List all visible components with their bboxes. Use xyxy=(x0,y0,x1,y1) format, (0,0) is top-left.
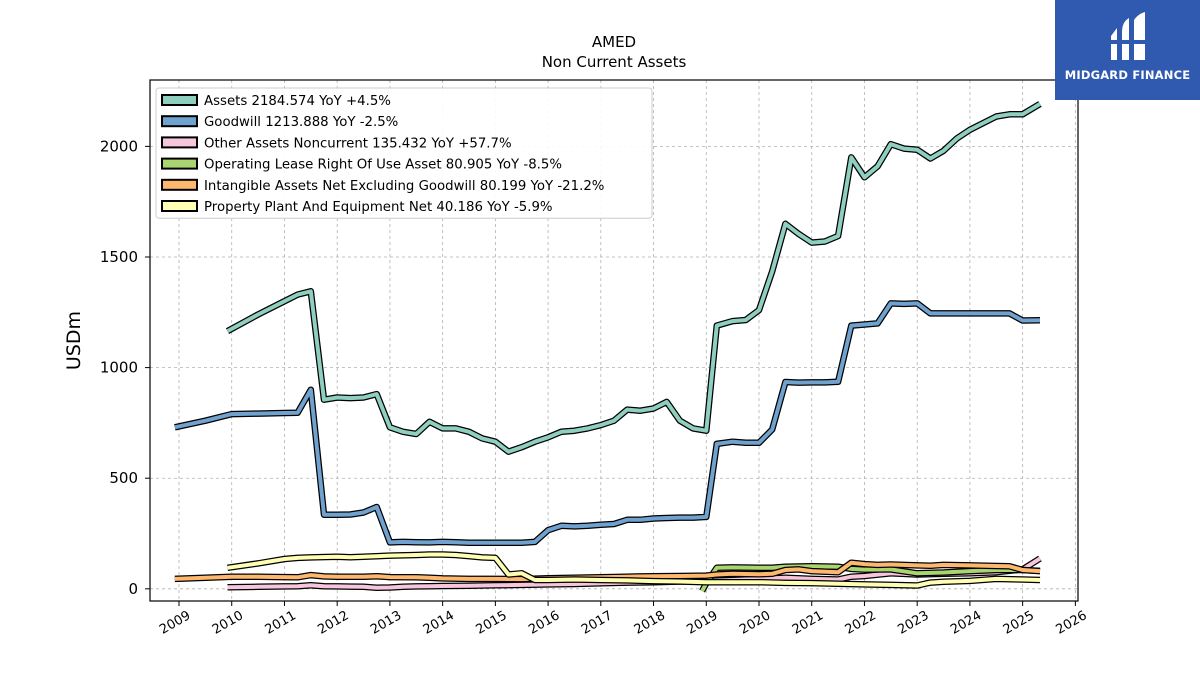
y-axis-label: USDm xyxy=(63,311,85,370)
x-tick-label: 2017 xyxy=(579,608,615,638)
x-tick-label: 2013 xyxy=(368,608,404,638)
series-line-3 xyxy=(227,556,1042,590)
chart-title: AMED xyxy=(592,33,636,51)
brand-name: MIDGARD FINANCE xyxy=(1064,68,1191,82)
legend-swatch xyxy=(161,157,198,170)
legend-swatch xyxy=(161,115,198,128)
legend-swatch xyxy=(161,178,198,191)
legend-label: Goodwill 1213.888 YoY -2.5% xyxy=(204,115,398,130)
x-tick-label: 2020 xyxy=(737,608,773,638)
legend: Assets 2184.574 YoY +4.5% Goodwill 1213.8… xyxy=(155,87,653,219)
x-tick-label: 2009 xyxy=(157,608,193,638)
legend-box xyxy=(155,87,653,219)
legend-label: Intangible Assets Net Excluding Goodwill… xyxy=(204,179,604,194)
x-tick-label: 2016 xyxy=(526,608,562,638)
x-tick-label: 2014 xyxy=(421,608,457,638)
x-tick-label: 2021 xyxy=(790,608,826,638)
plot-frame xyxy=(149,79,1079,602)
series-line-4 xyxy=(700,564,1041,592)
x-tick-label: 2023 xyxy=(895,608,931,638)
x-tick-label: 2019 xyxy=(684,608,720,638)
y-tick-label: 1000 xyxy=(100,359,138,377)
y-tick-label: 500 xyxy=(109,469,138,487)
x-tick-label: 2015 xyxy=(474,608,510,638)
x-tick-label: 2022 xyxy=(843,608,879,638)
x-tick-label: 2026 xyxy=(1054,608,1090,638)
series-lines xyxy=(174,101,1042,593)
x-tick-label: 2024 xyxy=(948,608,984,638)
series-line-5 xyxy=(174,560,1041,582)
x-tick-label: 2025 xyxy=(1001,608,1037,638)
y-tick-label: 0 xyxy=(128,580,138,598)
series-line-1 xyxy=(226,102,1042,454)
chart-subtitle: Non Current Assets xyxy=(542,53,687,71)
series-line-6 xyxy=(227,552,1041,588)
series-line-2 xyxy=(174,301,1041,545)
legend-swatch xyxy=(161,200,198,212)
x-tick-label: 2018 xyxy=(632,608,668,638)
legend-label: Operating Lease Right Of Use Asset 80.90… xyxy=(204,158,562,173)
x-tick-label: 2010 xyxy=(210,608,246,638)
legend-label: Property Plant And Equipment Net 40.186 … xyxy=(204,200,553,215)
legend-label: Other Assets Noncurrent 135.432 YoY +57.… xyxy=(204,136,512,151)
brand-logo-icon xyxy=(1109,12,1147,60)
legend-swatch xyxy=(161,136,198,149)
y-tick-label: 1500 xyxy=(100,248,138,266)
x-tick-label: 2011 xyxy=(263,608,299,638)
y-tick-label: 2000 xyxy=(100,137,138,155)
legend-swatch xyxy=(161,94,198,106)
brand-logo: MIDGARD FINANCE xyxy=(1055,0,1200,100)
x-tick-label: 2012 xyxy=(315,608,351,638)
legend-label: Assets 2184.574 YoY +4.5% xyxy=(204,94,391,109)
